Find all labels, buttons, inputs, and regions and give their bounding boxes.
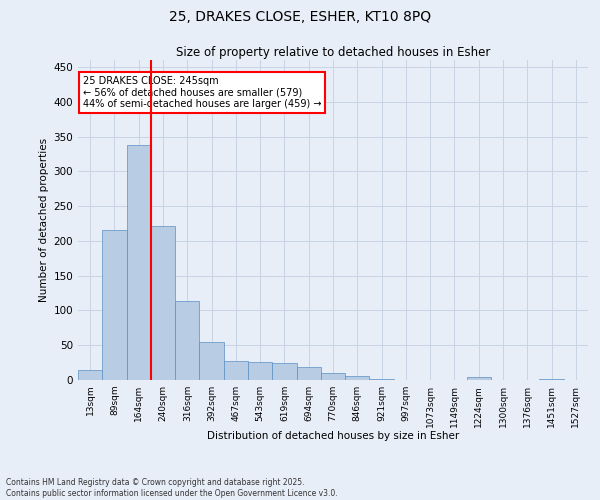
Bar [127,145,151,380]
Bar [248,362,272,380]
Text: 25, DRAKES CLOSE, ESHER, KT10 8PQ: 25, DRAKES CLOSE, ESHER, KT10 8PQ [169,10,431,24]
Y-axis label: Number of detached properties: Number of detached properties [39,138,49,302]
Bar [272,362,296,380]
Bar [296,367,321,380]
Bar [199,342,224,380]
Bar [345,376,370,380]
Bar [151,226,175,380]
Bar [224,361,248,380]
Text: Contains HM Land Registry data © Crown copyright and database right 2025.
Contai: Contains HM Land Registry data © Crown c… [6,478,338,498]
Bar [370,378,394,380]
X-axis label: Distribution of detached houses by size in Esher: Distribution of detached houses by size … [207,431,459,441]
Bar [539,378,564,380]
Bar [467,377,491,380]
Bar [78,370,102,380]
Bar [321,373,345,380]
Text: 25 DRAKES CLOSE: 245sqm
← 56% of detached houses are smaller (579)
44% of semi-d: 25 DRAKES CLOSE: 245sqm ← 56% of detache… [83,76,322,109]
Title: Size of property relative to detached houses in Esher: Size of property relative to detached ho… [176,46,490,59]
Bar [102,230,127,380]
Bar [175,302,199,380]
